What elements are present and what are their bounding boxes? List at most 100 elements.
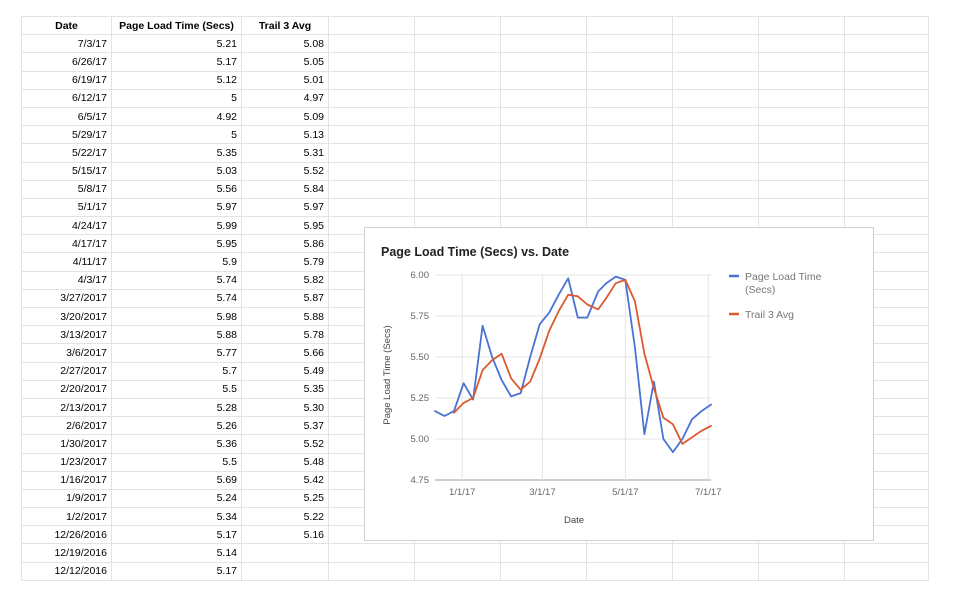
empty-cell[interactable] [328,561,415,581]
page-load-time-cell[interactable]: 5.14 [111,543,242,563]
empty-cell[interactable] [414,106,501,127]
page-load-time-cell[interactable]: 5.9 [111,252,242,272]
empty-cell[interactable] [586,543,673,563]
empty-cell[interactable] [758,561,845,581]
trail-3-avg-cell[interactable]: 5.79 [241,252,329,272]
trail-3-avg-cell[interactable]: 5.09 [241,106,329,127]
empty-cell[interactable] [844,179,929,199]
date-cell[interactable]: 1/23/2017 [21,452,112,472]
empty-cell[interactable] [414,561,501,581]
empty-cell[interactable] [844,106,929,127]
trail-3-avg-cell[interactable]: 5.25 [241,488,329,509]
empty-cell[interactable] [844,125,929,145]
empty-cell[interactable] [586,70,673,90]
trail-3-avg-cell[interactable]: 5.52 [241,434,329,454]
empty-cell[interactable] [844,15,929,36]
trail-3-avg-cell[interactable]: 5.84 [241,179,329,199]
date-cell[interactable]: 6/12/17 [21,88,112,108]
date-cell[interactable]: 3/27/2017 [21,288,112,309]
empty-cell[interactable] [844,143,929,163]
trail-3-avg-cell[interactable]: 5.87 [241,288,329,309]
page-load-time-cell[interactable]: 5.74 [111,270,242,290]
empty-cell[interactable] [672,52,759,72]
date-cell[interactable]: 7/3/17 [21,34,112,54]
date-cell[interactable]: 3/6/2017 [21,343,112,363]
date-cell[interactable]: 5/1/17 [21,197,112,218]
date-cell[interactable]: 12/26/2016 [21,525,112,545]
trail-3-avg-cell[interactable]: 5.35 [241,379,329,399]
empty-cell[interactable] [844,52,929,72]
empty-cell[interactable] [500,88,587,108]
trail-3-avg-cell[interactable] [241,561,329,581]
empty-cell[interactable] [586,161,673,181]
empty-cell[interactable] [586,561,673,581]
date-cell[interactable]: 6/5/17 [21,106,112,127]
empty-cell[interactable] [414,543,501,563]
empty-cell[interactable] [500,15,587,36]
date-cell[interactable]: 1/2/2017 [21,507,112,527]
empty-cell[interactable] [414,161,501,181]
empty-cell[interactable] [500,197,587,218]
trail-3-avg-cell[interactable]: 5.01 [241,70,329,90]
empty-cell[interactable] [758,161,845,181]
empty-cell[interactable] [758,52,845,72]
empty-cell[interactable] [672,88,759,108]
empty-cell[interactable] [758,125,845,145]
empty-cell[interactable] [414,70,501,90]
date-cell[interactable]: 4/11/17 [21,252,112,272]
empty-cell[interactable] [414,143,501,163]
page-load-time-cell[interactable]: 5.5 [111,379,242,399]
empty-cell[interactable] [414,88,501,108]
date-cell[interactable]: 5/22/17 [21,143,112,163]
empty-cell[interactable] [328,52,415,72]
trail-3-avg-cell[interactable]: 5.97 [241,197,329,218]
empty-cell[interactable] [586,197,673,218]
empty-cell[interactable] [500,143,587,163]
empty-cell[interactable] [328,88,415,108]
trail-3-avg-cell[interactable] [241,543,329,563]
date-cell[interactable]: 12/19/2016 [21,543,112,563]
empty-cell[interactable] [758,88,845,108]
date-cell[interactable]: 3/13/2017 [21,325,112,345]
page-load-time-cell[interactable]: 5.7 [111,361,242,381]
empty-cell[interactable] [414,197,501,218]
empty-cell[interactable] [328,34,415,54]
page-load-time-cell[interactable]: 5.95 [111,234,242,254]
empty-cell[interactable] [758,34,845,54]
empty-cell[interactable] [586,52,673,72]
date-cell[interactable]: 1/16/2017 [21,470,112,490]
empty-cell[interactable] [758,70,845,90]
date-cell[interactable]: 4/3/17 [21,270,112,290]
empty-cell[interactable] [586,179,673,199]
empty-cell[interactable] [586,15,673,36]
empty-cell[interactable] [672,70,759,90]
empty-cell[interactable] [758,179,845,199]
empty-cell[interactable] [672,543,759,563]
trail-3-avg-cell[interactable]: 5.66 [241,343,329,363]
trail-3-avg-cell[interactable]: 5.08 [241,34,329,54]
page-load-time-cell[interactable]: 5.28 [111,397,242,418]
trail-3-avg-cell[interactable]: 5.30 [241,397,329,418]
empty-cell[interactable] [672,561,759,581]
empty-cell[interactable] [672,125,759,145]
empty-cell[interactable] [844,34,929,54]
page-load-time-cell[interactable]: 5.12 [111,70,242,90]
empty-cell[interactable] [672,143,759,163]
page-load-time-cell[interactable]: 5.36 [111,434,242,454]
date-cell[interactable]: 2/13/2017 [21,397,112,418]
empty-cell[interactable] [328,70,415,90]
empty-cell[interactable] [844,70,929,90]
trail-3-avg-cell[interactable]: 5.88 [241,306,329,327]
page-load-time-cell[interactable]: 5.56 [111,179,242,199]
date-cell[interactable]: 12/12/2016 [21,561,112,581]
empty-cell[interactable] [328,125,415,145]
page-load-time-cell[interactable]: 5.69 [111,470,242,490]
empty-cell[interactable] [500,179,587,199]
date-cell[interactable]: 2/20/2017 [21,379,112,399]
date-cell[interactable]: 6/26/17 [21,52,112,72]
date-cell[interactable]: 1/30/2017 [21,434,112,454]
trail-3-avg-cell[interactable]: 5.31 [241,143,329,163]
empty-cell[interactable] [414,15,501,36]
page-load-time-cell[interactable]: 5.17 [111,52,242,72]
chart-card[interactable]: Page Load Time (Secs) vs. Date 4.75 5.00 5… [364,227,874,541]
